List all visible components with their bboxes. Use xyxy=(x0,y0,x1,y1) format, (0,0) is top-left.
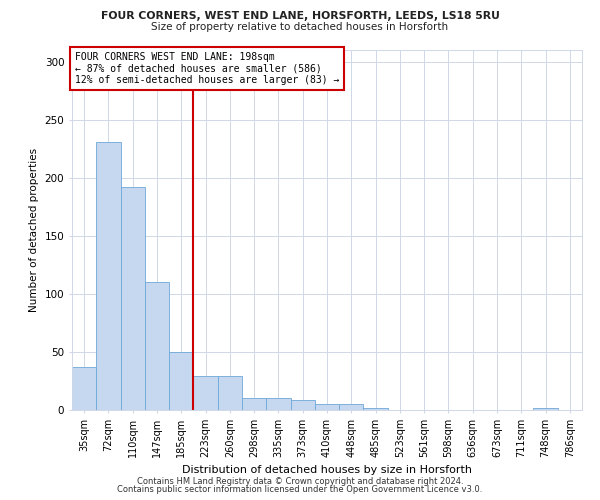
Bar xyxy=(266,398,290,410)
Bar xyxy=(242,398,266,410)
Text: FOUR CORNERS, WEST END LANE, HORSFORTH, LEEDS, LS18 5RU: FOUR CORNERS, WEST END LANE, HORSFORTH, … xyxy=(101,11,499,21)
Text: Contains public sector information licensed under the Open Government Licence v3: Contains public sector information licen… xyxy=(118,485,482,494)
Bar xyxy=(72,367,96,410)
Bar xyxy=(96,142,121,410)
Bar xyxy=(218,376,242,410)
Bar xyxy=(121,187,145,410)
Text: Size of property relative to detached houses in Horsforth: Size of property relative to detached ho… xyxy=(151,22,449,32)
Bar xyxy=(193,376,218,410)
Text: Contains HM Land Registry data © Crown copyright and database right 2024.: Contains HM Land Registry data © Crown c… xyxy=(137,477,463,486)
Text: FOUR CORNERS WEST END LANE: 198sqm
← 87% of detached houses are smaller (586)
12: FOUR CORNERS WEST END LANE: 198sqm ← 87%… xyxy=(74,52,339,85)
Y-axis label: Number of detached properties: Number of detached properties xyxy=(29,148,39,312)
Bar xyxy=(145,282,169,410)
Bar xyxy=(290,400,315,410)
Bar xyxy=(315,404,339,410)
Bar xyxy=(339,404,364,410)
Bar xyxy=(533,408,558,410)
Bar xyxy=(364,408,388,410)
X-axis label: Distribution of detached houses by size in Horsforth: Distribution of detached houses by size … xyxy=(182,466,472,475)
Bar xyxy=(169,352,193,410)
